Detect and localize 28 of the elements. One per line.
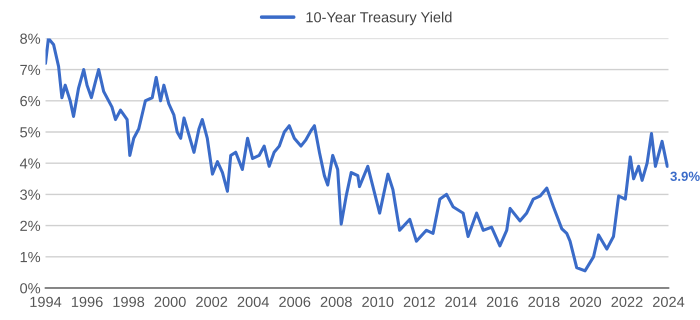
y-tick-label: 4% (20, 158, 40, 169)
y-tick-label: 5% (20, 127, 40, 138)
x-tick-label: 2006 (279, 296, 310, 308)
x-tick-label: 1998 (113, 296, 144, 308)
x-tick-label: 2008 (320, 296, 352, 308)
y-tick-label: 2% (20, 220, 40, 231)
x-tick-label: 2012 (404, 296, 435, 308)
x-tick-label: 2016 (486, 296, 518, 308)
y-tick-label: 7% (20, 64, 40, 75)
line-series (46, 38, 668, 272)
x-tick-label: 2020 (570, 296, 602, 308)
y-tick-label: 6% (20, 96, 40, 106)
x-tick-label: 2002 (196, 296, 228, 308)
x-tick-label: 2000 (154, 296, 186, 308)
x-tick-label: 2010 (362, 296, 394, 308)
y-tick-label: 8% (20, 34, 40, 44)
y-tick-label: 0% (20, 283, 40, 294)
y-tick-label: 3% (20, 190, 40, 200)
y-tick-label: 1% (20, 252, 40, 262)
annotation: 3.9% (670, 172, 700, 181)
x-tick-label: 2014 (445, 296, 477, 308)
x-tick-label: 1996 (72, 296, 103, 308)
x-tick-label: 2004 (238, 296, 269, 308)
x-tick-label: 1994 (30, 296, 62, 308)
x-tick-label: 2024 (653, 296, 684, 308)
legend-label: 10-Year Treasury Yield (306, 12, 452, 26)
x-tick-label: 2018 (528, 296, 560, 308)
x-tick-label: 2022 (611, 296, 642, 308)
